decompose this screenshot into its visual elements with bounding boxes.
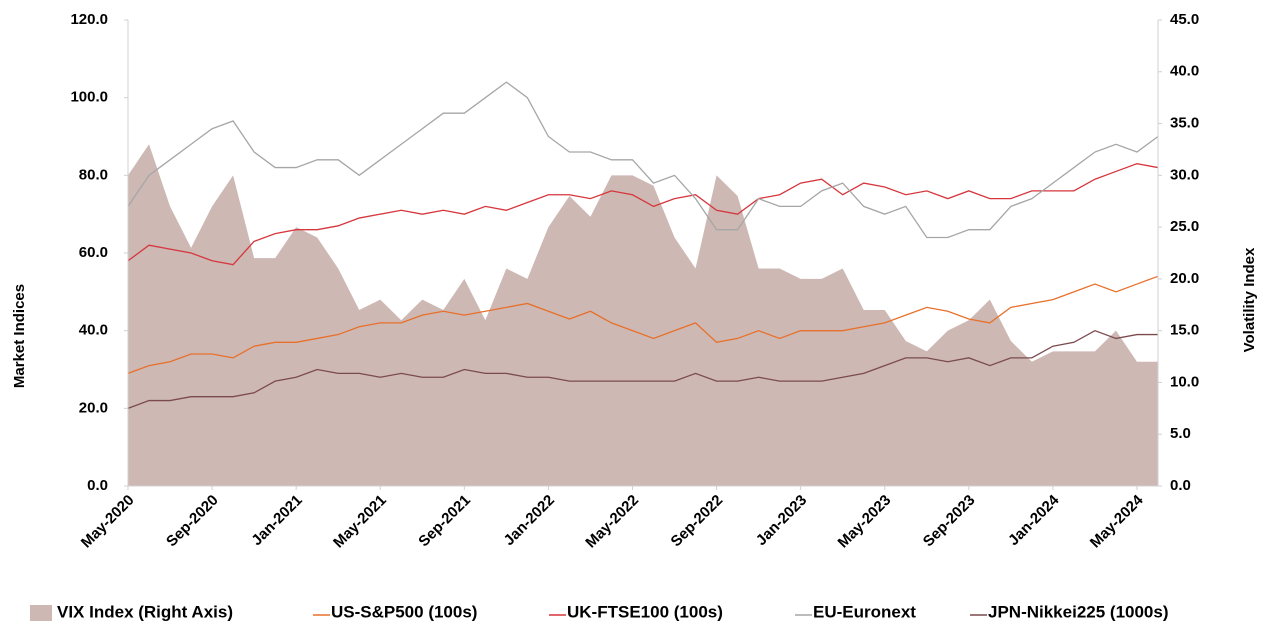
y2-tick-label: 20.0	[1170, 270, 1199, 287]
x-tick-label: Jan-2021	[248, 492, 305, 549]
x-tick-label: Jan-2024	[1005, 491, 1063, 549]
legend-label: UK-FTSE100 (100s)	[567, 602, 723, 621]
y2-tick-label: 45.0	[1170, 11, 1199, 28]
area	[128, 144, 1158, 486]
x-tick-label: Sep-2022	[668, 492, 727, 551]
y2-tick-label: 40.0	[1170, 63, 1199, 80]
x-tick-label: May-2024	[1087, 491, 1147, 551]
y2-axis-label: Volatility Index	[1241, 247, 1258, 352]
y-axis-label: Market Indices	[11, 284, 28, 388]
legend-swatch	[30, 605, 52, 621]
x-tick-label: May-2022	[582, 492, 642, 552]
x-tick-label: May-2023	[835, 492, 895, 552]
y-tick-label: 60.0	[79, 244, 108, 261]
x-tick-label: May-2021	[330, 492, 390, 552]
line	[127, 81, 1159, 239]
y-tick-label: 0.0	[87, 477, 108, 494]
y-tick-label: 20.0	[79, 399, 108, 416]
legend-label: VIX Index (Right Axis)	[57, 602, 233, 621]
line	[127, 329, 1158, 409]
y2-tick-label: 35.0	[1170, 115, 1199, 132]
line	[127, 275, 1159, 374]
x-tick-label: Sep-2023	[920, 492, 979, 551]
y-tick-label: 100.0	[70, 89, 108, 106]
legend-label: EU-Euronext	[813, 602, 916, 621]
y2-tick-label: 25.0	[1170, 218, 1199, 235]
legend-label: US-S&P500 (100s)	[331, 602, 477, 621]
line	[127, 163, 1159, 266]
legend-label: JPN-Nikkei225 (1000s)	[988, 602, 1169, 621]
y-tick-label: 120.0	[70, 11, 108, 28]
y-tick-label: 40.0	[79, 322, 108, 339]
x-tick-label: May-2020	[78, 492, 138, 552]
x-tick-label: Sep-2021	[415, 492, 474, 551]
y2-tick-label: 0.0	[1170, 477, 1191, 494]
x-tick-label: Jan-2023	[753, 492, 810, 549]
y2-tick-label: 10.0	[1170, 373, 1199, 390]
y2-tick-label: 5.0	[1170, 425, 1191, 442]
x-tick-label: Sep-2020	[163, 492, 222, 551]
y2-tick-label: 15.0	[1170, 322, 1199, 339]
y-tick-label: 80.0	[79, 166, 108, 183]
x-tick-label: Jan-2022	[501, 492, 558, 549]
y2-tick-label: 30.0	[1170, 166, 1199, 183]
